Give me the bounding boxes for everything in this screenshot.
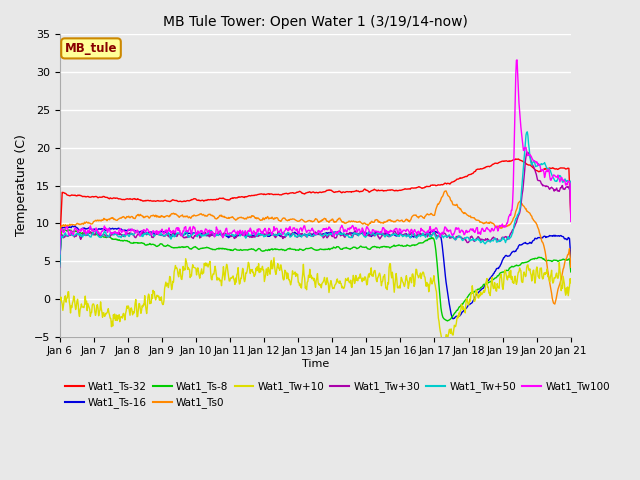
Legend: Wat1_Ts-32, Wat1_Ts-16, Wat1_Ts-8, Wat1_Ts0, Wat1_Tw+10, Wat1_Tw+30, Wat1_Tw+50,: Wat1_Ts-32, Wat1_Ts-16, Wat1_Ts-8, Wat1_… <box>65 381 610 408</box>
Text: MB_tule: MB_tule <box>65 42 117 55</box>
Title: MB Tule Tower: Open Water 1 (3/19/14-now): MB Tule Tower: Open Water 1 (3/19/14-now… <box>163 15 468 29</box>
X-axis label: Time: Time <box>301 359 329 369</box>
Y-axis label: Temperature (C): Temperature (C) <box>15 134 28 237</box>
